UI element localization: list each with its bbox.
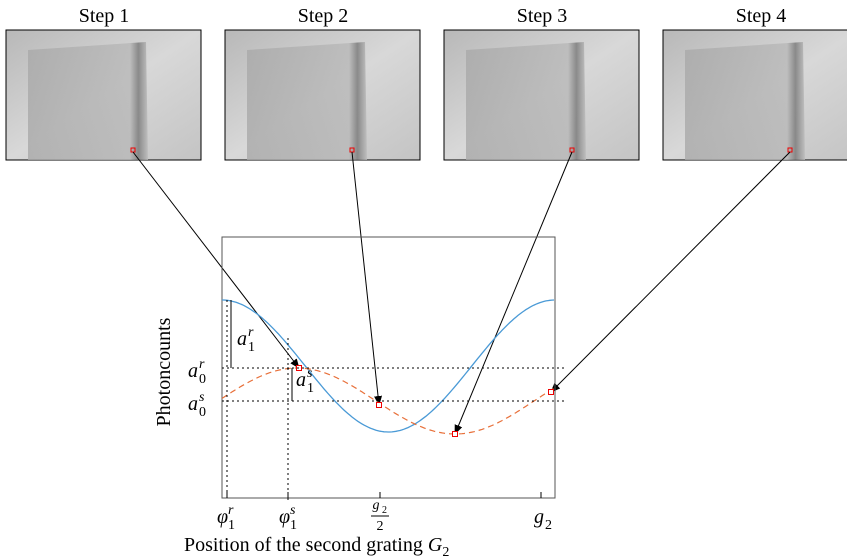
superscript: s xyxy=(307,366,313,381)
symbol: a xyxy=(188,393,198,415)
x-label-symbol: G xyxy=(428,534,443,556)
symbol: g xyxy=(373,498,380,513)
image-object xyxy=(466,42,586,160)
subscript: 2 xyxy=(545,518,552,533)
step-label: Step 4 xyxy=(736,5,787,27)
subscript: 0 xyxy=(199,372,206,387)
image-object xyxy=(247,42,367,160)
symbol: φ xyxy=(217,506,228,528)
subscript: 1 xyxy=(228,518,235,533)
symbol: a xyxy=(296,369,306,391)
math-label: a 1s xyxy=(296,366,314,396)
image-object xyxy=(685,42,805,160)
subscript: 1 xyxy=(248,340,255,355)
x-label-text: Position of the second grating xyxy=(184,534,428,556)
arrow xyxy=(351,151,383,406)
step-panels: Step 1 Step 2 Step 3 Step 4 xyxy=(5,5,847,435)
step-label: Step 2 xyxy=(298,5,349,27)
subscript: 1 xyxy=(307,381,314,396)
math-label: φ 1s xyxy=(279,503,297,533)
sample-point xyxy=(548,389,554,395)
subscript: 1 xyxy=(290,518,297,533)
superscript: s xyxy=(199,390,205,405)
superscript: r xyxy=(228,503,234,518)
image-object xyxy=(28,42,148,160)
denominator: 2 xyxy=(377,519,384,534)
superscript: s xyxy=(290,503,296,518)
sample-point xyxy=(452,431,458,437)
sample-point xyxy=(376,402,382,408)
superscript: r xyxy=(248,325,254,340)
math-label: a 1r xyxy=(237,325,255,355)
symbol: a xyxy=(188,360,198,382)
symbol: a xyxy=(237,328,247,350)
y-axis-label: Photoncounts xyxy=(153,317,175,426)
plot: a 1ra 1sa 0ra 0sφ 1r φ 1s g 22 g 2PhotoncountsPosit… xyxy=(153,236,565,559)
superscript: r xyxy=(199,357,205,372)
subscript: 2 xyxy=(382,505,387,516)
reference-curve xyxy=(222,299,555,433)
step-label: Step 3 xyxy=(517,5,568,27)
symbol: g xyxy=(534,506,544,528)
x-label-sub: 2 xyxy=(442,545,449,559)
arrow xyxy=(132,151,300,369)
arrow xyxy=(454,151,573,435)
symbol: φ xyxy=(279,506,290,528)
x-axis-label: Position of the second grating G2 xyxy=(184,534,449,559)
math-label: a 0r xyxy=(188,357,206,387)
step-label: Step 1 xyxy=(79,5,130,27)
subscript: 0 xyxy=(199,405,206,420)
math-label: φ 1r xyxy=(217,503,235,533)
sample-curve xyxy=(221,367,555,435)
math-label: a 0s xyxy=(188,390,206,420)
arrow xyxy=(550,151,791,393)
